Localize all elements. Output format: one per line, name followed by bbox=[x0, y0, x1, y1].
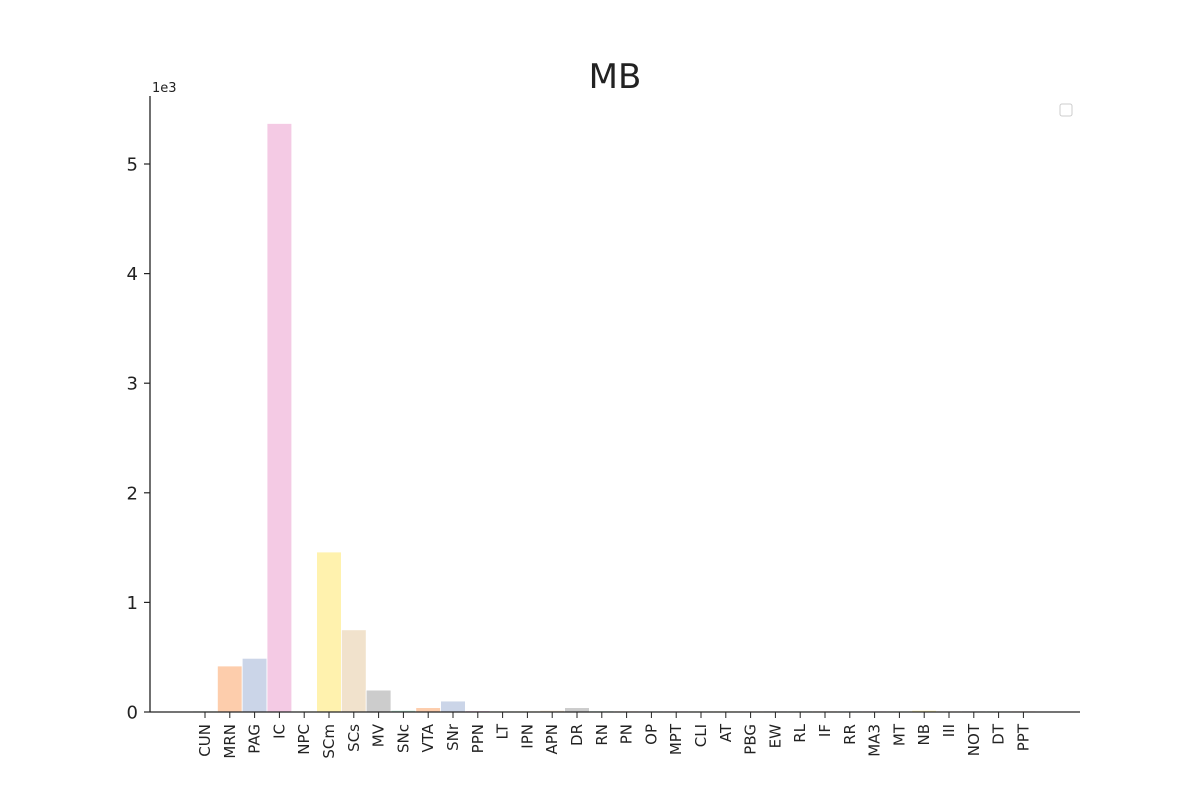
x-tick-label: MA3 bbox=[866, 724, 884, 757]
x-tick-label: SCm bbox=[320, 724, 338, 759]
x-tick-label: PN bbox=[618, 724, 636, 744]
x-tick-label: PPN bbox=[469, 724, 487, 753]
y-tick-label: 3 bbox=[127, 374, 138, 395]
x-tick-label: SNc bbox=[394, 724, 412, 753]
x-tick-label: LT bbox=[494, 723, 512, 739]
x-tick-label: CUN bbox=[196, 724, 214, 757]
x-tick-label: PBG bbox=[742, 724, 760, 755]
chart-title: MB bbox=[589, 57, 642, 97]
bar-pag bbox=[241, 657, 268, 713]
x-tick-label: IC bbox=[270, 724, 288, 739]
x-tick-label: III bbox=[940, 724, 958, 737]
x-tick-label: RR bbox=[841, 724, 859, 745]
bar-vta bbox=[415, 707, 441, 713]
x-tick-label: OP bbox=[642, 724, 660, 745]
bar-snr bbox=[440, 700, 466, 713]
x-tick-label: RN bbox=[593, 724, 611, 746]
y-tick-label: 4 bbox=[127, 264, 138, 285]
x-tick-label: EW bbox=[766, 724, 784, 748]
legend-box bbox=[1059, 103, 1073, 117]
y-tick-label: 5 bbox=[127, 155, 138, 176]
bar-scs bbox=[340, 629, 367, 713]
x-tick-label: PPT bbox=[1014, 723, 1032, 751]
bar-mv bbox=[365, 689, 392, 713]
x-tick-label: IF bbox=[816, 724, 834, 737]
x-tick-label: MV bbox=[370, 723, 388, 747]
y-tick-label: 1 bbox=[127, 593, 138, 614]
x-ticks: CUN MRN PAG IC NPC SCm SCs MV SNc VTA SNr PPN LT IPN A… bbox=[196, 712, 1032, 759]
x-tick-label: NB bbox=[915, 724, 933, 746]
x-tick-label: DT bbox=[990, 723, 1008, 745]
y-tick-label: 0 bbox=[127, 703, 138, 724]
x-tick-label: SCs bbox=[345, 724, 363, 752]
x-tick-label: NPC bbox=[295, 724, 313, 755]
x-tick-label: MPT bbox=[667, 723, 685, 755]
x-tick-label: SNr bbox=[444, 723, 462, 751]
x-tick-label: IPN bbox=[518, 724, 536, 749]
bar-scm bbox=[316, 551, 342, 713]
x-tick-label: VTA bbox=[419, 723, 437, 752]
bar-ic bbox=[266, 123, 293, 713]
y-scale-label: 1e3 bbox=[152, 81, 177, 96]
x-tick-label: AT bbox=[717, 723, 735, 742]
x-tick-label: CLI bbox=[692, 724, 710, 747]
axes-layer bbox=[149, 96, 1080, 713]
y-ticks: 0 1 2 3 4 5 bbox=[127, 155, 150, 724]
x-tick-label: NOT bbox=[965, 723, 983, 756]
x-tick-label: MT bbox=[890, 723, 908, 746]
bars-layer bbox=[192, 123, 1037, 713]
y-tick-label: 2 bbox=[127, 483, 138, 504]
x-tick-label: DR bbox=[568, 724, 586, 746]
bar-mrn bbox=[216, 665, 243, 713]
bar-dr bbox=[564, 707, 590, 713]
x-tick-label: MRN bbox=[221, 724, 239, 759]
x-tick-label: APN bbox=[543, 724, 561, 755]
x-tick-label: RL bbox=[791, 723, 809, 742]
x-tick-label: PAG bbox=[246, 724, 264, 754]
